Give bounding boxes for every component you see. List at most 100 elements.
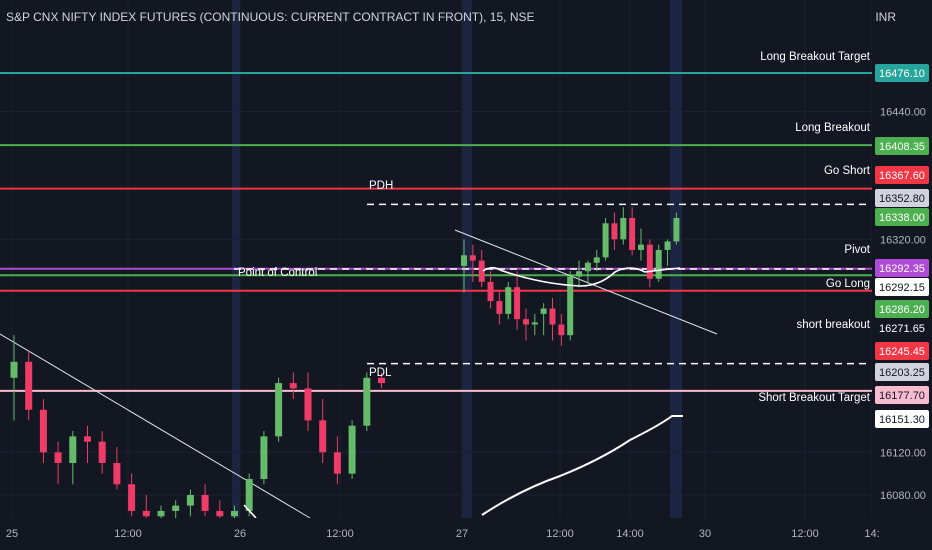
x-tick-label: 14: [864,528,879,540]
price-tag [875,342,929,360]
price-tag [875,259,929,277]
price-tag [875,300,929,318]
level-label: Point of Control [238,267,317,279]
price-tag [875,386,929,404]
x-tick-label: 12:00 [114,528,142,540]
candle-body [549,308,556,325]
indicator-curve [243,504,257,519]
candle-body [142,510,150,517]
price-tag-label: 16367.60 [879,170,925,182]
candle-body [84,436,91,442]
candle-body [514,287,521,320]
x-tick-label: 26 [234,528,246,540]
candle-body [54,452,62,463]
trend-line [454,229,718,335]
candle-body [98,441,106,463]
candle-body [69,436,77,463]
x-tick-label: 12:00 [326,528,354,540]
indicator-curve [481,415,683,516]
price-tag-label: 16203.25 [879,367,925,379]
candle-body [363,377,371,426]
candle-body [505,287,512,314]
time-axis [0,518,932,550]
price-tag [875,189,929,207]
price-tag-label: 16408.35 [879,141,925,153]
candle-body [576,271,583,277]
price-tag-label: 16271.65 [879,323,925,335]
candle-body [172,505,180,511]
indicator-curve [482,266,681,287]
candle-body [638,244,644,250]
price-tag [875,319,929,337]
candle-body [602,223,609,258]
candle-body [378,377,385,384]
price-tag [875,208,929,226]
candle-body [646,244,653,279]
price-tag [875,64,929,82]
candle-body [216,510,224,517]
x-tick-label: 12:00 [791,528,819,540]
candle-body [275,383,283,437]
candle-body [664,241,671,250]
x-tick-label: 27 [456,528,468,540]
candle-body [469,255,476,261]
candle-body [289,383,297,389]
chart-title: S&P CNX NIFTY INDEX FUTURES (CONTINUOUS:… [6,10,535,24]
price-tag-label: 16476.10 [879,68,925,80]
price-tag [875,363,929,381]
candle-body [10,361,18,378]
level-label: Short Breakout Target [758,392,870,404]
price-tag [875,410,929,428]
candle-body [478,260,485,282]
x-tick-label: 30 [699,528,711,540]
session-band [670,0,682,518]
level-label: Pivot [844,244,870,256]
candle-body [611,223,618,240]
candle-body [673,217,680,242]
x-tick-label: 12:00 [546,528,574,540]
candle-body [540,308,547,314]
candle-body [531,322,538,325]
candle-body [522,319,529,325]
level-label: Long Breakout Target [760,51,871,63]
price-tag [875,166,929,184]
y-tick-label: 16080.00 [880,490,926,502]
candle-body [620,217,627,240]
session-band [232,0,240,518]
candle-body [558,324,565,336]
candle-body [25,361,33,410]
price-tag-label: 16352.80 [879,193,925,205]
y-tick-label: 16320.00 [880,234,926,246]
price-tag-label: 16286.20 [879,304,925,316]
candle-body [593,257,600,263]
candle-body [231,510,238,517]
candle-body [584,262,591,272]
candle-body [629,217,636,250]
candle-body [333,452,341,474]
candle-body [128,484,136,511]
candle-body [319,420,327,453]
candle-body [245,478,253,511]
price-tag-label: 16151.30 [879,414,925,426]
price-tag-label: 16338.00 [879,212,925,224]
level-label: PDH [369,180,393,192]
price-tag-label: 16292.15 [879,282,925,294]
candle-body [157,510,165,517]
candle-body [567,276,574,336]
price-tag-label: 16292.35 [879,263,925,275]
price-tag-label: 16177.70 [879,390,925,402]
trend-line [0,333,311,519]
currency-label: INR [875,10,896,24]
candle-body [39,409,47,453]
level-label: Long Breakout [795,122,871,134]
level-label: Go Short [824,165,871,177]
candle-body [487,281,494,302]
x-tick-label: 14:00 [616,528,644,540]
level-label: Go Long [826,278,870,290]
candle-body [655,249,662,279]
candle-body [348,425,356,474]
candle-body [496,301,503,314]
y-tick-label: 16440.00 [880,106,926,118]
price-tag [875,137,929,155]
